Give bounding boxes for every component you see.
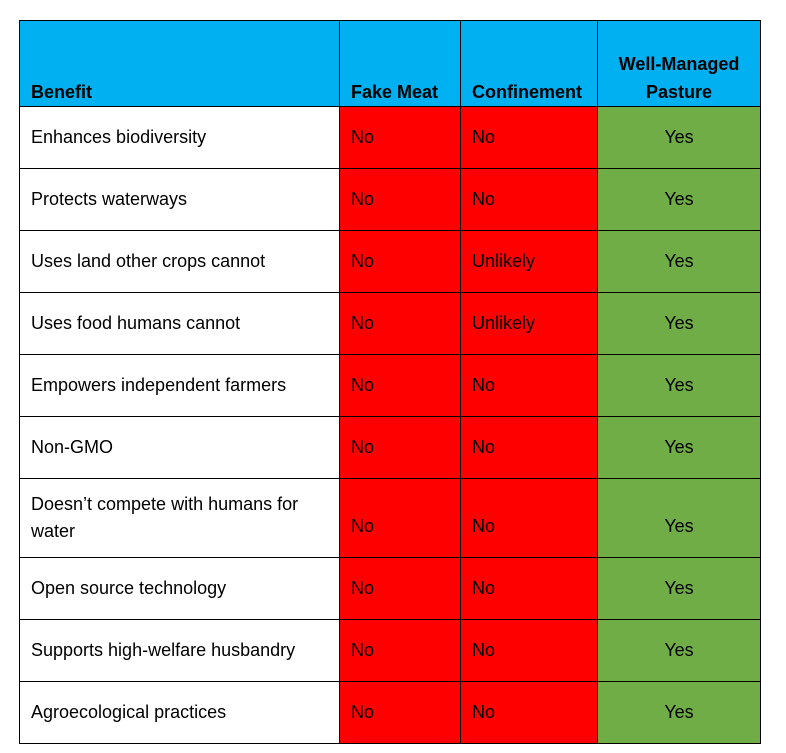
benefit-cell: Protects waterways <box>19 168 340 231</box>
pasture-cell: Yes <box>597 230 761 293</box>
benefit-cell: Empowers independent farmers <box>19 354 340 417</box>
benefit-cell: Agroecological practices <box>19 681 340 744</box>
benefit-cell: Supports high-welfare husbandry <box>19 619 340 682</box>
pasture-cell: Yes <box>597 557 761 620</box>
table-body: Enhances biodiversity No No Yes Protects… <box>19 106 761 744</box>
benefit-cell: Non-GMO <box>19 416 340 479</box>
comparison-table: Benefit Fake Meat Confinement Well-Manag… <box>19 20 761 744</box>
benefit-cell: Uses food humans cannot <box>19 292 340 355</box>
fake-meat-cell: No <box>339 416 461 479</box>
table-row: Protects waterways No No Yes <box>19 168 761 231</box>
table-header: Benefit Fake Meat Confinement Well-Manag… <box>19 20 761 107</box>
pasture-cell: Yes <box>597 619 761 682</box>
pasture-cell: Yes <box>597 478 761 558</box>
table-row: Empowers independent farmers No No Yes <box>19 354 761 417</box>
header-confinement: Confinement <box>460 20 598 107</box>
pasture-cell: Yes <box>597 416 761 479</box>
table-row: Doesn’t compete with humans for water No… <box>19 478 761 558</box>
confinement-cell: No <box>460 557 598 620</box>
confinement-cell: No <box>460 106 598 169</box>
fake-meat-cell: No <box>339 230 461 293</box>
fake-meat-cell: No <box>339 168 461 231</box>
table-row: Agroecological practices No No Yes <box>19 681 761 744</box>
table-row: Enhances biodiversity No No Yes <box>19 106 761 169</box>
fake-meat-cell: No <box>339 106 461 169</box>
pasture-cell: Yes <box>597 106 761 169</box>
confinement-cell: No <box>460 681 598 744</box>
pasture-cell: Yes <box>597 354 761 417</box>
fake-meat-cell: No <box>339 619 461 682</box>
benefit-cell: Uses land other crops cannot <box>19 230 340 293</box>
header-fake-meat: Fake Meat <box>339 20 461 107</box>
benefit-cell: Open source technology <box>19 557 340 620</box>
pasture-cell: Yes <box>597 292 761 355</box>
fake-meat-cell: No <box>339 292 461 355</box>
confinement-cell: No <box>460 478 598 558</box>
pasture-cell: Yes <box>597 168 761 231</box>
confinement-cell: No <box>460 619 598 682</box>
confinement-cell: Unlikely <box>460 292 598 355</box>
header-benefit: Benefit <box>19 20 340 107</box>
fake-meat-cell: No <box>339 478 461 558</box>
table-row: Uses food humans cannot No Unlikely Yes <box>19 292 761 355</box>
pasture-cell: Yes <box>597 681 761 744</box>
benefit-cell: Enhances biodiversity <box>19 106 340 169</box>
confinement-cell: No <box>460 416 598 479</box>
fake-meat-cell: No <box>339 557 461 620</box>
table-row: Supports high-welfare husbandry No No Ye… <box>19 619 761 682</box>
table-row: Non-GMO No No Yes <box>19 416 761 479</box>
table-row: Open source technology No No Yes <box>19 557 761 620</box>
fake-meat-cell: No <box>339 681 461 744</box>
confinement-cell: No <box>460 168 598 231</box>
header-well-managed-pasture: Well-Managed Pasture <box>597 20 761 107</box>
fake-meat-cell: No <box>339 354 461 417</box>
header-row: Benefit Fake Meat Confinement Well-Manag… <box>19 20 761 107</box>
benefit-cell: Doesn’t compete with humans for water <box>19 478 340 558</box>
table-row: Uses land other crops cannot No Unlikely… <box>19 230 761 293</box>
confinement-cell: Unlikely <box>460 230 598 293</box>
confinement-cell: No <box>460 354 598 417</box>
